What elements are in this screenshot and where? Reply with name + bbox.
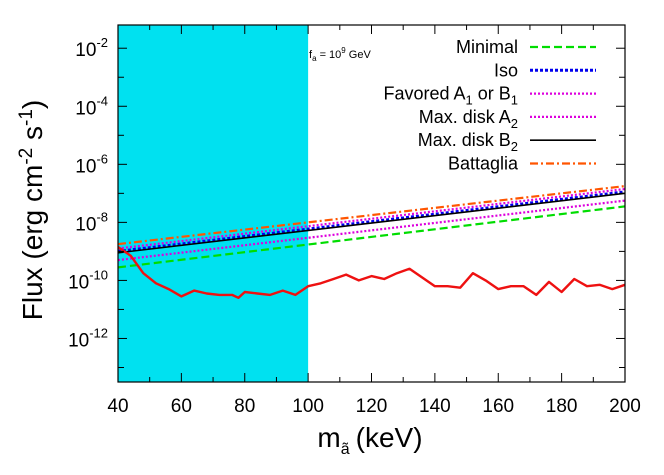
x-tick-label: 200 — [609, 396, 641, 417]
legend-label: Battaglia — [448, 154, 519, 174]
limit-curve — [118, 246, 625, 299]
y-tick-label: 10-8 — [75, 209, 108, 235]
x-tick-label: 40 — [107, 396, 128, 417]
ticks-layer: 40 60 80 100 120 140 160 180 200 10-2 10-4 10-6 10-8… — [68, 25, 641, 417]
x-tick-label: 140 — [419, 396, 451, 417]
limit-layer — [118, 246, 625, 299]
x-tick-label: 160 — [482, 396, 514, 417]
x-tick-label: 80 — [234, 396, 255, 417]
x-tick-label: 180 — [546, 396, 578, 417]
y-axis-label: Flux (erg cm-2 s-1) — [16, 100, 48, 321]
annotation: fa = 109 GeV — [309, 46, 371, 63]
legend-label: Iso — [494, 60, 518, 80]
series-line-0 — [118, 205, 625, 269]
legend-label: Favored A1 or B1 — [383, 84, 518, 108]
x-tick-label: 120 — [356, 396, 388, 417]
x-axis-label: mã (keV) — [317, 422, 422, 458]
series-line-3 — [118, 187, 625, 250]
y-tick-label: 10-12 — [68, 325, 108, 351]
series-line-4 — [118, 192, 625, 254]
legend-label: Max. disk B2 — [418, 130, 518, 154]
x-tick-label: 100 — [292, 396, 324, 417]
series-layer — [118, 185, 625, 269]
series-line-2 — [118, 199, 625, 262]
shaded-region — [118, 25, 309, 382]
legend-label: Minimal — [456, 37, 518, 57]
legend-label: Max. disk A2 — [419, 107, 518, 131]
y-tick-label: 10-10 — [68, 267, 108, 293]
y-tick-label: 10-2 — [75, 35, 108, 61]
y-tick-label: 10-6 — [75, 151, 108, 177]
x-tick-label: 60 — [171, 396, 192, 417]
series-line-1 — [118, 190, 625, 253]
y-tick-label: 10-4 — [75, 93, 108, 119]
series-line-5 — [118, 185, 625, 246]
